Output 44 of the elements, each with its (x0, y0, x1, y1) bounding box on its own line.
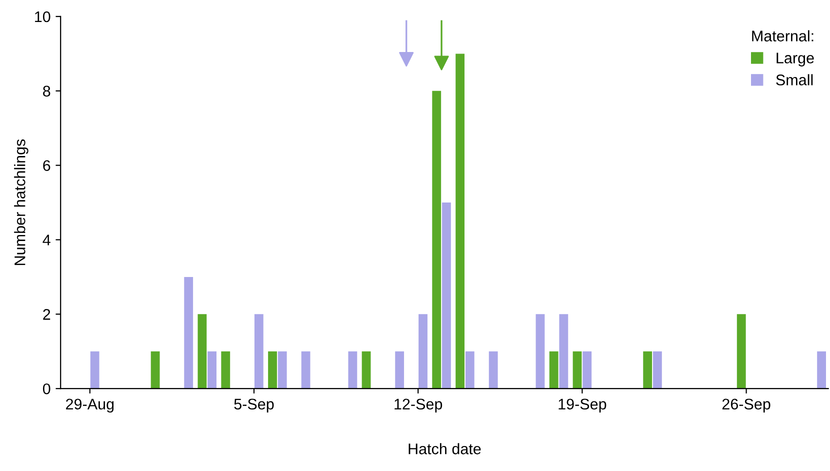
x-tick-label: 26-Sep (722, 398, 770, 413)
bar (465, 351, 474, 389)
x-tick-label: 12-Sep (394, 398, 442, 413)
bar (817, 351, 826, 389)
bar (221, 351, 230, 389)
bar (278, 351, 287, 389)
bar (582, 351, 592, 389)
bar (643, 351, 652, 389)
bar (652, 351, 662, 389)
legend-label: Small (776, 74, 813, 86)
bar (208, 351, 216, 389)
bar (150, 351, 160, 389)
x-tick-label: 19-Sep (558, 398, 606, 413)
bar (456, 54, 465, 389)
bar (301, 351, 310, 389)
legend-title: Maternal: (752, 30, 814, 42)
x-tick-label: 5-Sep (234, 398, 274, 413)
y-tick-label: 0 (42, 383, 50, 394)
x-axis-title: Hatch date (408, 443, 481, 454)
bar (362, 351, 371, 389)
bar (198, 314, 207, 389)
bar (348, 351, 358, 389)
y-tick-label: 2 (43, 309, 50, 320)
y-tick-label: 10 (35, 11, 50, 22)
bar (184, 276, 194, 389)
x-tick-label: 29-Aug (66, 398, 114, 413)
y-tick-label: 4 (42, 234, 50, 246)
bar (488, 351, 498, 389)
y-tick-label: 6 (43, 160, 50, 172)
legend-label: Large (776, 52, 814, 66)
bar (536, 314, 545, 389)
bar (395, 351, 404, 389)
y-tick-label: 8 (43, 86, 50, 97)
bar (559, 314, 568, 389)
bar (549, 351, 558, 389)
bar (736, 314, 746, 389)
bar (418, 314, 428, 389)
bar (432, 90, 442, 389)
bar (572, 351, 582, 389)
bar (90, 351, 100, 389)
bar (442, 202, 451, 389)
bar (254, 314, 264, 389)
y-axis-title: Number hatchlings (14, 139, 28, 265)
bar (268, 351, 277, 389)
